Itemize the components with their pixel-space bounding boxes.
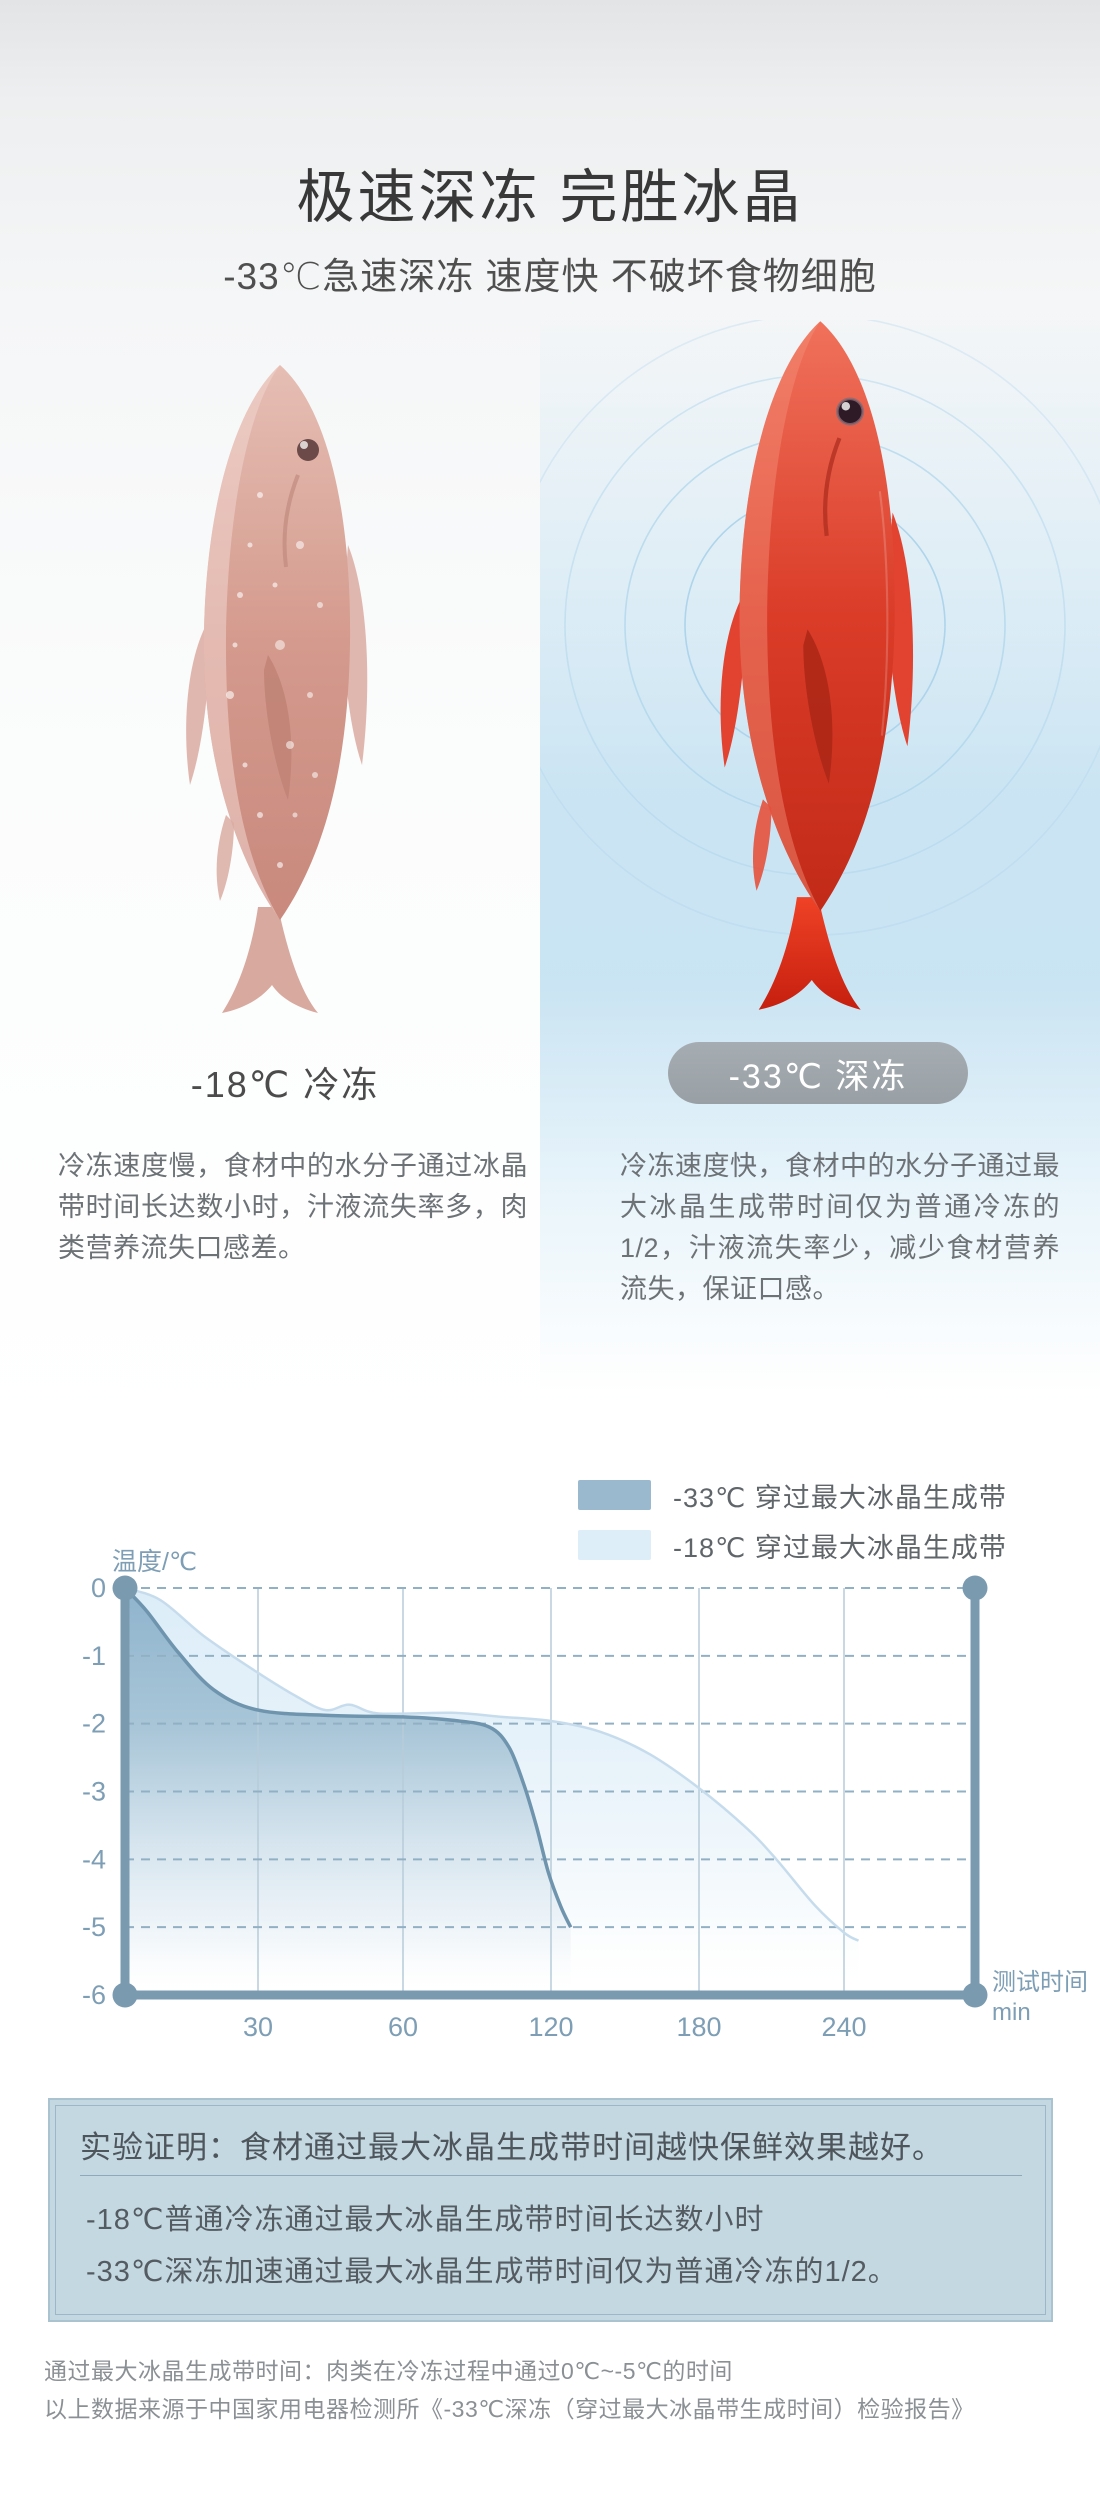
legend-item-normal-freeze: -18℃ 穿过最大冰晶生成带 (578, 1530, 1007, 1563)
y-tick-label: -4 (82, 1844, 106, 1874)
legend-item-deep-freeze: -33℃ 穿过最大冰晶生成带 (578, 1480, 1007, 1513)
normal-freeze-label: -18℃ 冷冻 (190, 1064, 380, 1105)
y-tick-label: -6 (82, 1980, 106, 2010)
x-tick-label: 60 (388, 2012, 418, 2042)
deep-freeze-description: 冷冻速度快，食材中的水分子通过最大冰晶生成带时间仅为普通冷冻的1/2，汁液流失率… (620, 1151, 1060, 1304)
frozen-fish-image (186, 365, 368, 1013)
y-tick-label: -1 (82, 1641, 106, 1671)
footnote-definition: 通过最大冰晶生成带时间：肉类在冷冻过程中通过0℃~-5℃的时间 (44, 2358, 733, 2384)
y-axis-title: 温度/℃ (112, 1548, 197, 1576)
proof-divider (80, 2175, 1022, 2176)
legend-label-18c: -18℃ 穿过最大冰晶生成带 (673, 1532, 1007, 1563)
axis-dot (112, 1575, 138, 1601)
x-tick-label: 240 (821, 2012, 866, 2042)
legend-label-33c: -33℃ 穿过最大冰晶生成带 (673, 1482, 1007, 1513)
temperature-time-chart: 30 60 120 180 240 0 -1 -2 -3 -4 -5 -6 温度/℃ 测试时间 min (82, 1548, 1088, 2042)
page-subtitle: -33℃急速深冻 速度快 不破坏食物细胞 (223, 256, 877, 297)
legend-swatch-33c (578, 1480, 651, 1510)
area-0 (125, 1588, 571, 1995)
deep-freeze-pill-badge: -33℃ 深冻 (668, 1042, 968, 1104)
y-tick-label: -2 (82, 1709, 106, 1739)
normal-freeze-description: 冷冻速度慢，食材中的水分子通过冰晶带时间长达数小时，汁液流失率多，肉类营养流失口… (58, 1151, 528, 1263)
axis-dot (112, 1982, 138, 2008)
y-tick-label: 0 (91, 1573, 106, 1603)
x-tick-label: 30 (243, 2012, 273, 2042)
page-title: 极速深冻 完胜冰晶 (296, 165, 804, 230)
legend-swatch-18c (578, 1530, 651, 1560)
y-tick-label: -5 (82, 1912, 106, 1942)
x-tick-label: 180 (676, 2012, 721, 2042)
curve-33c (123, 1586, 573, 1928)
footnote-source: 以上数据来源于中国家用电器检测所《-33℃深冻（穿过最大冰晶带生成时间）检验报告… (44, 2396, 975, 2422)
axis-dot (962, 1982, 988, 2008)
curve-18c (124, 1586, 860, 1942)
x-axis-title: 测试时间 (992, 1969, 1088, 1996)
proof-line-33c: -33℃深冻加速通过最大冰晶生成带时间仅为普通冷冻的1/2。 (86, 2256, 898, 2288)
axis-dot (962, 1575, 988, 1601)
chart-legend: -33℃ 穿过最大冰晶生成带 -18℃ 穿过最大冰晶生成带 (578, 1480, 1007, 1580)
deep-frozen-fish-image (720, 321, 914, 1010)
footnotes: 通过最大冰晶生成带时间：肉类在冷冻过程中通过0℃~-5℃的时间 以上数据来源于中… (44, 2352, 1064, 2428)
x-axis-unit: min (992, 1999, 1031, 2026)
proof-box: 实验证明：食材通过最大冰晶生成带时间越快保鲜效果越好。 -18℃普通冷冻通过最大… (48, 2098, 1053, 2322)
y-tick-label: -3 (82, 1777, 106, 1807)
proof-line-18c: -18℃普通冷冻通过最大冰晶生成带时间长达数小时 (86, 2204, 765, 2236)
x-tick-label: 120 (528, 2012, 573, 2042)
proof-heading: 实验证明：食材通过最大冰晶生成带时间越快保鲜效果越好。 (80, 2130, 944, 2165)
